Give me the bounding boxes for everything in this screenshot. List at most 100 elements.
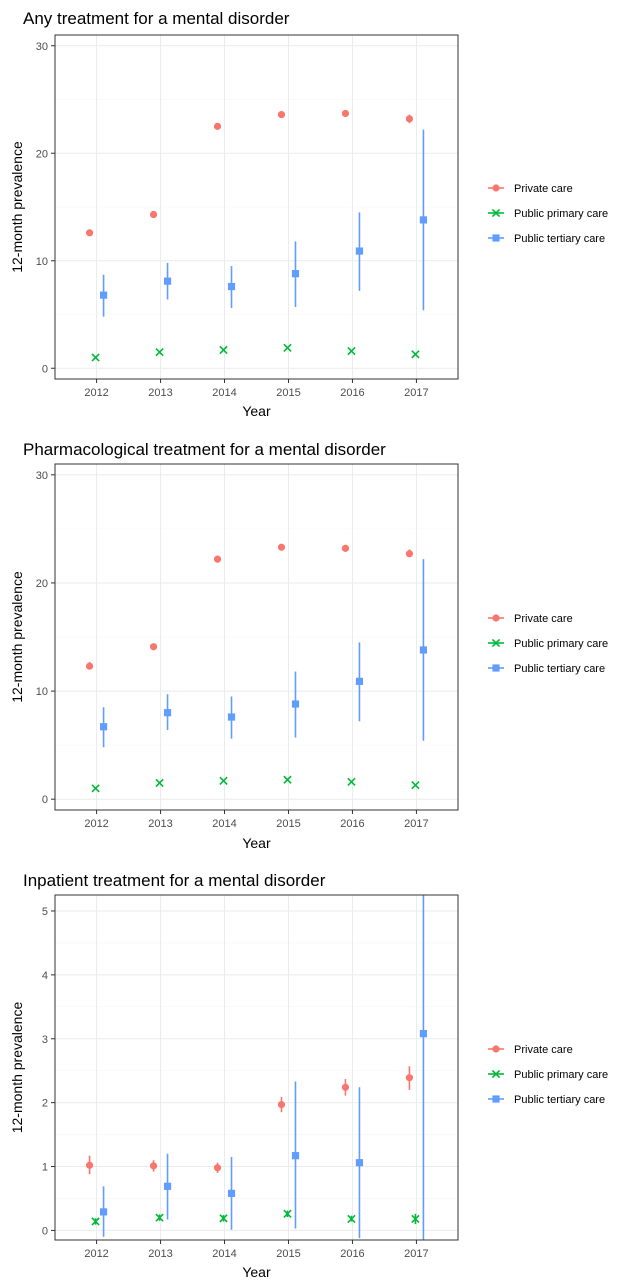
x-tick-label: 2013 — [148, 387, 172, 399]
legend-label-private: Private care — [514, 1044, 573, 1056]
point-tertiary — [291, 270, 300, 278]
legend: Private care Public primary care Public te… — [488, 613, 608, 675]
plot-area — [55, 895, 458, 1240]
point-primary — [411, 780, 420, 790]
point-primary — [411, 1214, 420, 1224]
point-private — [277, 1100, 286, 1109]
point-tertiary — [355, 1159, 364, 1167]
point-tertiary — [355, 247, 364, 255]
data-layer — [85, 895, 428, 1240]
point-primary — [219, 345, 228, 355]
y-tick-label: 3 — [42, 1034, 48, 1046]
point-private — [213, 122, 222, 130]
legend-label-primary: Public primary care — [514, 208, 608, 220]
point-tertiary — [163, 709, 172, 717]
legend-label-primary: Public primary care — [514, 638, 608, 650]
point-tertiary — [355, 677, 364, 685]
point-primary — [155, 347, 164, 357]
point-primary — [411, 350, 420, 359]
legend-marker-primary — [491, 638, 501, 648]
chart-panel-1: Any treatment for a mental disorder 0 10 20… — [9, 9, 608, 419]
panel-border — [54, 463, 459, 811]
point-primary — [283, 775, 292, 784]
point-tertiary — [163, 277, 172, 285]
point-tertiary — [99, 291, 108, 299]
point-tertiary — [291, 700, 300, 708]
point-primary — [91, 353, 100, 362]
point-tertiary — [99, 1208, 108, 1216]
y-axis-label: 12-month prevalence — [9, 1002, 25, 1134]
x-tick-label: 2014 — [212, 387, 236, 399]
point-tertiary — [291, 1152, 300, 1160]
x-tick-label: 2017 — [404, 818, 428, 830]
legend-label-primary: Public primary care — [514, 1069, 608, 1081]
x-tick-label: 2015 — [276, 387, 300, 399]
y-tick-label: 2 — [42, 1098, 48, 1110]
y-tick-label: 20 — [36, 578, 48, 590]
y-tick-label: 10 — [36, 256, 48, 268]
point-private — [85, 229, 94, 237]
y-tick-label: 30 — [36, 41, 48, 53]
legend: Private care Public primary care Public te… — [488, 183, 608, 245]
point-private — [277, 110, 286, 119]
chart-panel-3: Inpatient treatment for a mental disorde… — [9, 871, 608, 1280]
point-primary — [219, 1214, 228, 1223]
x-tick-label: 2016 — [340, 818, 364, 830]
panel-border — [54, 894, 459, 1241]
point-tertiary — [227, 282, 236, 291]
x-tick-label: 2016 — [340, 387, 364, 399]
point-primary — [347, 777, 356, 787]
x-tick-label: 2012 — [84, 818, 108, 830]
legend: Private care Public primary care Public te… — [488, 1044, 608, 1106]
panel-border — [54, 34, 459, 380]
point-primary — [283, 343, 292, 352]
x-tick-label: 2013 — [148, 818, 172, 830]
point-primary — [347, 346, 356, 356]
x-tick-label: 2014 — [212, 818, 236, 830]
legend-label-tertiary: Public tertiary care — [514, 233, 605, 245]
x-tick-label: 2013 — [148, 1248, 172, 1260]
y-tick-label: 30 — [36, 470, 48, 482]
point-private — [405, 550, 414, 558]
chart-title: Any treatment for a mental disorder — [23, 9, 290, 28]
legend-marker-primary — [491, 208, 501, 218]
legend-marker-tertiary — [492, 1095, 500, 1103]
legend-marker-private — [492, 614, 500, 622]
point-private — [149, 1162, 158, 1170]
x-tick-label: 2016 — [340, 1248, 364, 1260]
y-axis-label: 12-month prevalence — [9, 141, 25, 273]
point-private — [405, 115, 414, 123]
y-tick-label: 0 — [42, 794, 48, 806]
legend-label-tertiary: Public tertiary care — [514, 663, 605, 675]
x-tick-label: 2012 — [84, 387, 108, 399]
legend-marker-primary — [491, 1069, 501, 1079]
x-axis-label: Year — [242, 1264, 271, 1280]
chart-panel-2: Pharmacological treatment for a mental d… — [9, 440, 608, 851]
legend-label-private: Private care — [514, 613, 573, 625]
y-tick-label: 5 — [42, 906, 48, 918]
x-axis-label: Year — [242, 835, 271, 851]
x-tick-label: 2017 — [404, 387, 428, 399]
point-private — [85, 1161, 94, 1169]
x-tick-label: 2015 — [276, 818, 300, 830]
point-private — [341, 1083, 350, 1091]
y-axis-label: 12-month prevalence — [9, 571, 25, 703]
point-primary — [155, 1213, 164, 1222]
legend-marker-tertiary — [492, 664, 500, 672]
y-tick-label: 1 — [42, 1162, 48, 1174]
y-tick-label: 4 — [42, 970, 48, 982]
point-tertiary — [227, 713, 236, 721]
y-tick-label: 0 — [42, 363, 48, 375]
x-axis-label: Year — [242, 403, 271, 419]
point-tertiary — [99, 723, 108, 731]
point-tertiary — [227, 1189, 236, 1197]
point-primary — [283, 1209, 292, 1218]
legend-marker-private — [492, 1045, 500, 1053]
chart-title: Pharmacological treatment for a mental d… — [23, 440, 386, 459]
y-tick-label: 20 — [36, 148, 48, 160]
x-tick-label: 2015 — [276, 1248, 300, 1260]
legend-marker-tertiary — [492, 234, 500, 242]
point-primary — [91, 1217, 100, 1226]
point-tertiary — [163, 1182, 172, 1190]
point-tertiary — [419, 216, 428, 224]
